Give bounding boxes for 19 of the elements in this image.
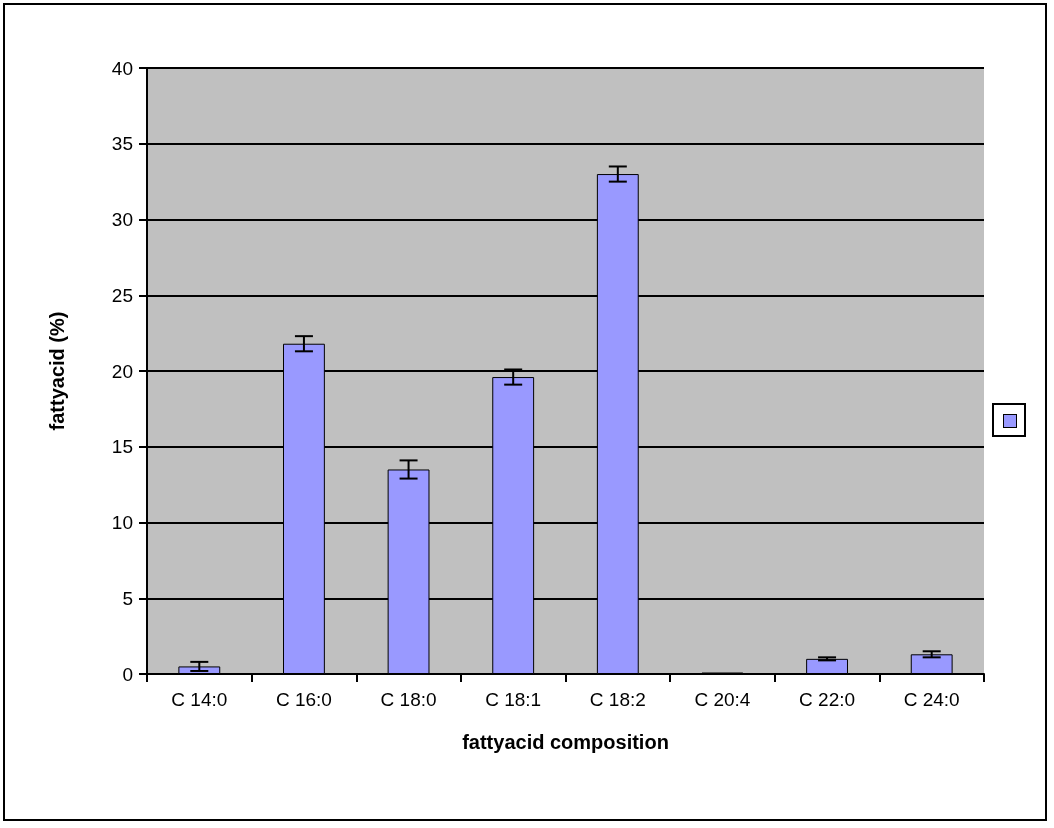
y-tick-label: 25	[111, 284, 133, 306]
y-tick-label: 20	[111, 360, 133, 382]
x-tick-label: C 18:1	[485, 689, 542, 710]
x-tick-label: C 20:4	[694, 689, 751, 710]
x-tick-label: C 16:0	[275, 689, 332, 710]
y-tick-label: 5	[122, 587, 133, 609]
y-tick-label: 40	[111, 57, 133, 79]
y-tick-label: 30	[111, 209, 133, 230]
x-axis-title: fattyacid composition	[462, 731, 669, 753]
x-tick-label: C 18:2	[589, 689, 646, 710]
y-tick-label: 0	[122, 663, 133, 685]
y-tick-label: 15	[111, 436, 133, 458]
x-tick-label: C 24:0	[903, 689, 960, 710]
y-tick-label: 35	[111, 133, 133, 155]
x-tick-label: C 14:0	[171, 689, 228, 710]
x-tick-label: C 22:0	[799, 689, 856, 710]
y-tick-label: 10	[111, 512, 133, 533]
y-axis-title: fattyacid (%)	[46, 311, 68, 431]
x-tick-label: C 18:0	[380, 689, 437, 710]
